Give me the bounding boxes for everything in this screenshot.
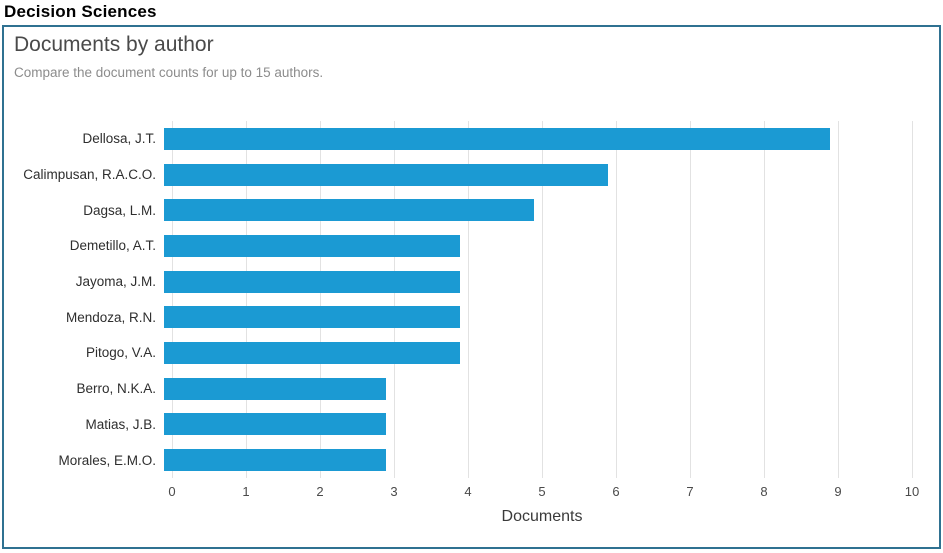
x-tick-2: 2 xyxy=(316,484,324,499)
x-tick-4: 4 xyxy=(464,484,472,499)
bar-track xyxy=(164,234,904,257)
author-label: Dellosa, J.T. xyxy=(82,131,156,147)
document-bar[interactable] xyxy=(164,377,386,400)
author-label: Dagsa, L.M. xyxy=(83,202,156,218)
x-tick-5: 5 xyxy=(538,484,546,499)
chart-title: Documents by author xyxy=(14,33,214,56)
bar-row: Demetillo, A.T. xyxy=(4,228,939,264)
x-tick-6: 6 xyxy=(612,484,620,499)
document-bar[interactable] xyxy=(164,449,386,472)
bar-row: Calimpusan, R.A.C.O. xyxy=(4,157,939,193)
author-label: Berro, N.K.A. xyxy=(76,381,156,397)
document-bar[interactable] xyxy=(164,234,460,257)
bar-row: Berro, N.K.A. xyxy=(4,371,939,407)
author-label: Mendoza, R.N. xyxy=(65,309,156,325)
bar-track xyxy=(164,341,904,364)
author-label: Jayoma, J.M. xyxy=(75,274,156,290)
bar-row: Dagsa, L.M. xyxy=(4,192,939,228)
bar-track xyxy=(164,199,904,222)
chart-subtitle: Compare the document counts for up to 15… xyxy=(14,65,324,80)
bar-row: Jayoma, J.M. xyxy=(4,264,939,300)
bar-track xyxy=(164,413,904,436)
bar-track xyxy=(164,163,904,186)
author-label: Pitogo, V.A. xyxy=(85,345,156,361)
bar-row: Mendoza, R.N. xyxy=(4,299,939,335)
x-tick-8: 8 xyxy=(760,484,768,499)
bar-track xyxy=(164,377,904,400)
x-axis-label: Documents xyxy=(501,508,583,525)
bar-row: Matias, J.B. xyxy=(4,407,939,443)
x-tick-7: 7 xyxy=(686,484,694,499)
bar-track xyxy=(164,449,904,472)
bar-row: Pitogo, V.A. xyxy=(4,335,939,371)
bar-track xyxy=(164,306,904,329)
author-label: Matias, J.B. xyxy=(85,416,156,432)
author-label: Calimpusan, R.A.C.O. xyxy=(23,167,156,183)
document-bar[interactable] xyxy=(164,163,608,186)
bar-track xyxy=(164,270,904,293)
page-title: Decision Sciences xyxy=(4,2,157,21)
author-label: Demetillo, A.T. xyxy=(69,238,156,254)
chart-rows: Dellosa, J.T. Calimpusan, R.A.C.O. Dagsa, … xyxy=(4,121,939,478)
document-bar[interactable] xyxy=(164,341,460,364)
x-tick-9: 9 xyxy=(834,484,842,499)
x-tick-10: 10 xyxy=(904,484,920,499)
document-bar[interactable] xyxy=(164,199,534,222)
x-tick-3: 3 xyxy=(390,484,398,499)
x-axis-ticks: 0 1 2 3 4 5 6 7 8 9 10 xyxy=(168,484,919,502)
document-bar[interactable] xyxy=(164,306,460,329)
author-label: Morales, E.M.O. xyxy=(58,452,156,468)
x-tick-0: 0 xyxy=(168,484,176,499)
x-tick-1: 1 xyxy=(242,484,250,499)
bar-track xyxy=(164,127,904,150)
document-bar[interactable] xyxy=(164,270,460,293)
documents-by-author-panel: Documents by author Compare the document… xyxy=(2,25,941,549)
document-bar[interactable] xyxy=(164,127,830,150)
document-bar[interactable] xyxy=(164,413,386,436)
bar-row: Dellosa, J.T. xyxy=(4,121,939,157)
bar-row: Morales, E.M.O. xyxy=(4,442,939,478)
